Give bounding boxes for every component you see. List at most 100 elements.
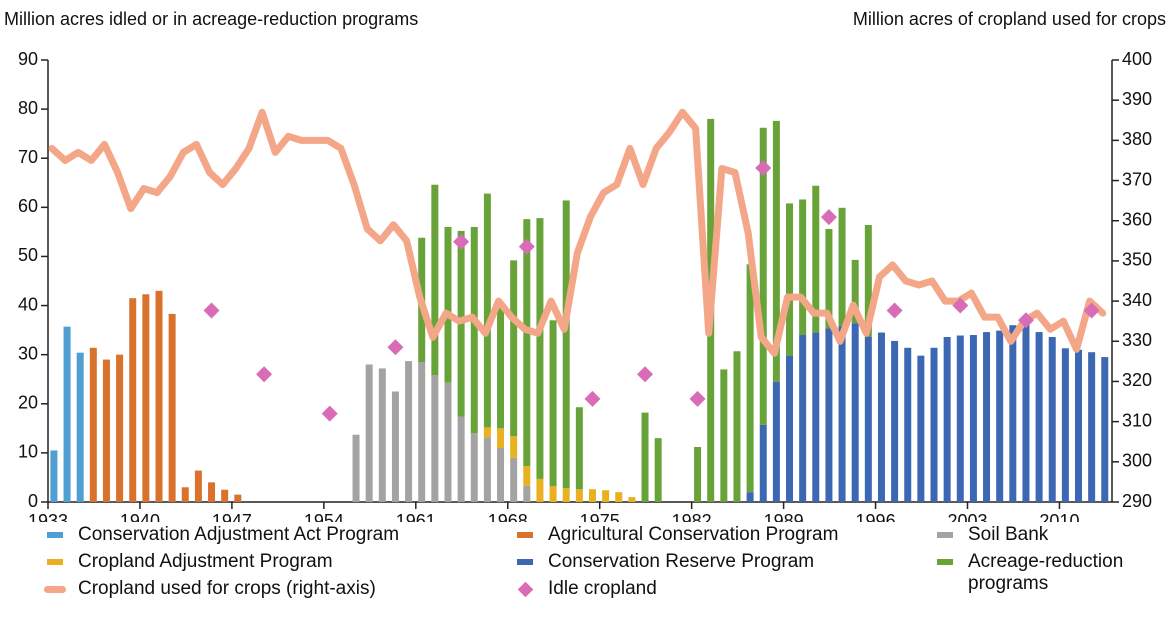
bar (983, 332, 991, 502)
bar (142, 294, 150, 502)
bar (536, 218, 544, 479)
legend-item: Agricultural Conservation Program (510, 524, 930, 551)
y2-tick-label: 400 (1122, 49, 1152, 69)
bar (694, 446, 702, 502)
bar (418, 362, 426, 502)
bar (1075, 349, 1083, 502)
bar (221, 489, 229, 502)
x-tick-label: 2010 (1039, 511, 1079, 522)
bar (825, 328, 833, 502)
bar (76, 352, 84, 502)
bar (812, 185, 820, 333)
legend-item: Acreage-reduction programs (930, 551, 1150, 605)
legend-swatch (514, 551, 536, 573)
point (387, 339, 404, 356)
bar (588, 489, 596, 502)
y-tick-label: 90 (18, 49, 38, 69)
legend-label: Cropland Adjustment Program (78, 551, 333, 572)
x-tick-label: 1968 (488, 511, 528, 522)
bar (917, 355, 925, 502)
bar (510, 436, 518, 458)
bar (956, 335, 964, 502)
chart: Million acres idled or in acreage-reduct… (4, 9, 1166, 522)
bar (799, 199, 807, 336)
bar (378, 368, 386, 502)
bar (483, 193, 491, 428)
bar (1101, 357, 1109, 502)
bar (575, 407, 583, 490)
x-tick-label: 1989 (764, 511, 804, 522)
y-tick-label: 70 (18, 147, 38, 167)
line (48, 108, 1107, 357)
y2-tick-label: 360 (1122, 209, 1152, 229)
bar (746, 264, 754, 493)
y-axis-title: Million acres idled or in acreage-reduct… (4, 9, 418, 29)
bar (470, 226, 478, 434)
point (689, 390, 706, 407)
bar (838, 325, 846, 502)
legend-swatch (514, 578, 536, 600)
bar (838, 207, 846, 326)
legend-swatch (44, 578, 66, 600)
x-tick-label: 1982 (672, 511, 712, 522)
point (1017, 312, 1034, 329)
bar (194, 470, 202, 502)
x-tick-label: 1947 (212, 511, 252, 522)
point (637, 366, 654, 383)
bar (457, 416, 465, 502)
bar (50, 450, 58, 502)
bar (208, 482, 216, 502)
bar (786, 355, 794, 502)
bar (759, 424, 767, 502)
bar (102, 359, 110, 502)
point (453, 233, 470, 250)
y-tick-label: 40 (18, 294, 38, 314)
bar (772, 120, 780, 382)
bar (549, 486, 557, 502)
bar (799, 335, 807, 502)
bar (352, 434, 360, 502)
bar (431, 184, 439, 376)
bar (431, 375, 439, 502)
point (584, 390, 601, 407)
bar (483, 427, 491, 438)
y-tick-label: 80 (18, 98, 38, 118)
legend-item: Idle cropland (510, 578, 930, 605)
bar (930, 347, 938, 502)
y-tick-label: 0 (28, 491, 38, 511)
bar (497, 447, 505, 502)
bar (444, 382, 452, 502)
y2-tick-label: 350 (1122, 250, 1152, 270)
bar (720, 369, 728, 502)
bar (89, 347, 97, 502)
bar (523, 485, 531, 502)
bar (365, 364, 373, 502)
bar (129, 298, 137, 502)
point (820, 209, 837, 226)
bar (1061, 348, 1069, 502)
bar (1088, 352, 1096, 502)
bar (1048, 336, 1056, 502)
y2-tick-label: 320 (1122, 370, 1152, 390)
legend-swatch (514, 524, 536, 546)
bar (181, 487, 189, 502)
y2-tick-label: 290 (1122, 491, 1152, 511)
bar (116, 354, 124, 502)
legend-swatch (934, 551, 956, 573)
bar (759, 127, 767, 425)
legend-item: Cropland used for crops (right-axis) (40, 578, 510, 605)
y2-tick-label: 300 (1122, 451, 1152, 471)
bar (549, 320, 557, 487)
point (886, 302, 903, 319)
bar (405, 361, 413, 502)
y2-axis-title: Million acres of cropland used for crops (853, 9, 1166, 29)
bar (168, 313, 176, 502)
bar (877, 332, 885, 502)
bar (904, 347, 912, 502)
x-tick-label: 1996 (856, 511, 896, 522)
y2-tick-label: 380 (1122, 129, 1152, 149)
legend-label: Soil Bank (968, 524, 1049, 545)
bar (63, 326, 71, 502)
bar (615, 492, 623, 502)
x-tick-label: 1933 (28, 511, 68, 522)
